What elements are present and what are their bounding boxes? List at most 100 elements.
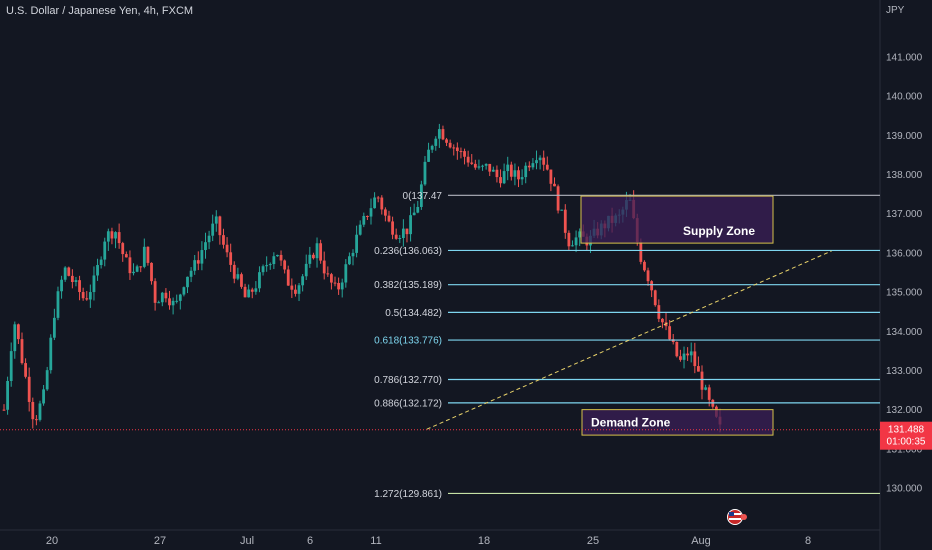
candle-body: [337, 283, 341, 290]
candle-body: [2, 409, 6, 411]
candle-body: [117, 232, 121, 244]
candle-body: [348, 256, 351, 265]
candle-body: [517, 170, 520, 180]
candle-body: [398, 237, 402, 239]
candle-body: [78, 280, 81, 293]
fib-label: 0.786(132.770): [374, 375, 442, 386]
candle-body: [419, 184, 423, 207]
current-price-tag: [880, 421, 932, 450]
candle-body: [643, 261, 646, 271]
zone-label: Supply Zone: [683, 224, 755, 238]
candle-body: [153, 281, 157, 303]
candle-body: [74, 280, 78, 282]
candle-body: [488, 163, 492, 172]
candle-body: [301, 276, 305, 286]
y-tick-label: 140.000: [886, 92, 923, 103]
current-price-value: 131.488: [888, 425, 925, 436]
candle-body: [459, 151, 463, 153]
candle-body: [9, 351, 13, 381]
candle-body: [20, 339, 24, 364]
zones[interactable]: Supply Zone Demand Zone: [580, 195, 774, 436]
x-tick-label: 20: [46, 535, 58, 547]
candle-body: [502, 171, 506, 184]
fib-label: 0.382(135.189): [374, 280, 442, 291]
candle-body: [574, 237, 578, 246]
candle-body: [193, 260, 197, 271]
candle-body: [707, 387, 711, 400]
candle-body: [286, 269, 290, 286]
candle-body: [218, 216, 222, 236]
candle-body: [258, 272, 261, 289]
candle-body: [283, 260, 287, 270]
candle-body: [261, 266, 265, 273]
candle-body: [297, 285, 301, 294]
candle-body: [639, 242, 643, 262]
candle-body: [103, 241, 107, 260]
candle-body: [186, 276, 189, 288]
candle-body: [110, 231, 114, 239]
fib-label: 0.5(134.482): [385, 308, 442, 319]
candle-body: [182, 287, 186, 295]
candle-body: [437, 129, 441, 139]
candle-body: [171, 300, 175, 306]
countdown-timer: 01:00:35: [887, 437, 926, 448]
candle-body: [31, 401, 35, 420]
candle-body: [578, 231, 582, 238]
candle-body: [686, 353, 690, 356]
candle-body: [556, 186, 560, 211]
trendline: [426, 250, 832, 430]
candle-body: [383, 209, 387, 216]
flag-canton: [729, 512, 734, 516]
zone-box: [581, 409, 774, 436]
candle-body: [675, 341, 679, 357]
candle-body: [506, 164, 510, 172]
candle-body: [168, 298, 171, 306]
candle-body: [330, 274, 333, 283]
candle-body: [495, 169, 499, 178]
candle-body: [322, 260, 326, 274]
event-dot: [741, 514, 747, 520]
candle-body: [88, 292, 92, 300]
candle-body: [27, 376, 31, 402]
candle-body: [351, 252, 355, 257]
fib-label: 1.272(129.861): [374, 489, 442, 500]
chart-title: U.S. Dollar / Japanese Yen, 4h, FXCM: [6, 5, 194, 17]
candle-body: [196, 260, 200, 264]
y-tick-label: 132.000: [886, 405, 923, 416]
x-tick-label: 25: [587, 535, 599, 547]
candle-body: [571, 245, 574, 247]
candle-body: [520, 177, 524, 180]
candle-body: [355, 234, 359, 253]
candle-body: [38, 403, 42, 420]
candle-body: [42, 389, 45, 404]
candle-body: [549, 169, 553, 184]
candle-body: [128, 257, 132, 274]
candle-body: [268, 264, 272, 266]
y-tick-label: 139.000: [886, 131, 923, 142]
candle-body: [405, 228, 409, 235]
candle-body: [60, 279, 63, 292]
candle-body: [455, 147, 459, 152]
candle-body: [211, 223, 215, 236]
candle-body: [653, 290, 657, 306]
candle-body: [538, 157, 542, 161]
candle-body: [200, 250, 204, 264]
candle-body: [650, 281, 654, 291]
candle-body: [423, 161, 427, 185]
candle-body: [380, 197, 384, 210]
candle-body: [70, 275, 74, 282]
candle-body: [682, 353, 686, 360]
candle-body: [204, 242, 207, 251]
candle-body: [441, 129, 445, 140]
candle-body: [63, 267, 67, 280]
candle-body: [448, 142, 452, 148]
candle-body: [114, 232, 117, 239]
y-tick-label: 138.000: [886, 170, 923, 181]
fib-retracement[interactable]: 0(137.47 0.236(136.063) 0.382(135.189) 0.5(…: [374, 191, 880, 500]
candle-body: [484, 163, 488, 166]
x-tick-label: 11: [370, 535, 381, 547]
candle-body: [661, 318, 664, 323]
candle-body: [344, 264, 348, 283]
